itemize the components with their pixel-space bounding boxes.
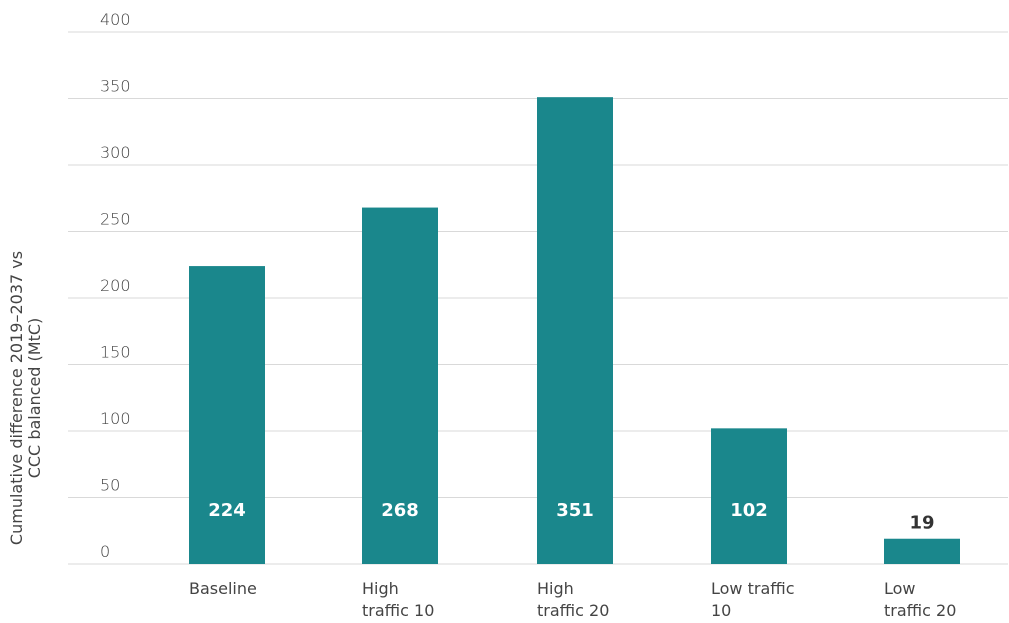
y-axis-label: Cumulative difference 2019–2037 vsCCC ba… — [7, 251, 44, 545]
bar — [189, 266, 265, 564]
y-tick-label: 50 — [100, 476, 120, 495]
data-label: 224 — [208, 500, 246, 521]
data-label: 102 — [730, 500, 768, 521]
x-category-label-line: traffic 20 — [537, 601, 609, 620]
x-category-label-line: 10 — [711, 601, 731, 620]
bars — [189, 97, 960, 565]
x-category-label-line: Low — [884, 579, 916, 598]
x-category-label-line: High — [362, 579, 399, 598]
x-category-label-line: traffic 10 — [362, 601, 434, 620]
y-axis-title-line: Cumulative difference 2019–2037 vs — [7, 251, 26, 545]
x-category-label: Low traffic 10 — [711, 579, 795, 620]
y-axis-ticks: 0 50 100 150 200 250 300 350 400 — [100, 10, 131, 561]
y-axis-title-line: CCC balanced (MtC) — [25, 318, 44, 479]
x-category-label-line: Baseline — [189, 579, 257, 598]
y-tick-label: 150 — [100, 343, 131, 362]
data-label: 268 — [381, 500, 419, 521]
x-category-label: Baseline — [189, 579, 257, 598]
x-category-label-line: High — [537, 579, 574, 598]
x-category-label: High traffic 10 — [362, 579, 434, 620]
data-label: 351 — [556, 500, 594, 521]
y-tick-label: 200 — [100, 276, 131, 295]
y-tick-label: 300 — [100, 143, 131, 162]
x-category-label: High traffic 20 — [537, 579, 609, 620]
bar — [884, 538, 960, 564]
data-labels: 224 268 351 102 19 — [208, 500, 934, 534]
y-axis-title: Cumulative difference 2019–2037 vsCCC ba… — [7, 251, 44, 545]
y-tick-label: 400 — [100, 10, 131, 29]
x-category-label-line: Low traffic — [711, 579, 795, 598]
bar — [362, 207, 438, 564]
y-tick-label: 250 — [100, 210, 131, 229]
bar — [711, 428, 787, 564]
bar — [537, 97, 613, 565]
x-category-label: Low traffic 20 — [884, 579, 956, 620]
x-category-label-line: traffic 20 — [884, 601, 956, 620]
y-tick-label: 350 — [100, 77, 131, 96]
y-tick-label: 0 — [100, 542, 110, 561]
data-label: 19 — [909, 513, 934, 534]
y-tick-label: 100 — [100, 409, 131, 428]
